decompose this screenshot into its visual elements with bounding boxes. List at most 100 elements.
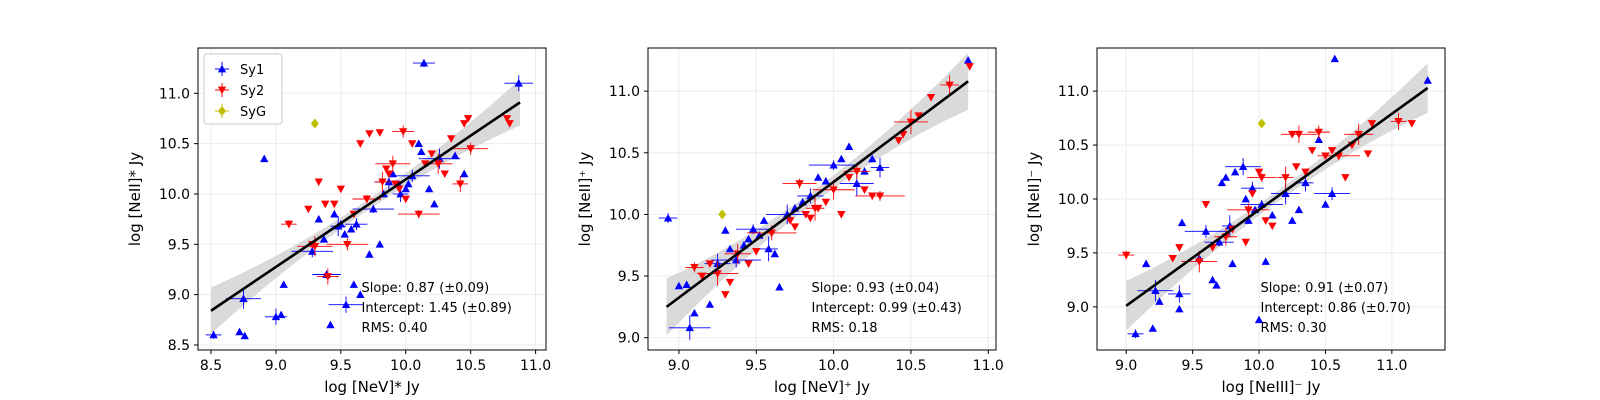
data-point xyxy=(965,63,974,71)
data-point xyxy=(408,140,417,148)
data-point xyxy=(821,198,831,207)
data-point xyxy=(388,160,397,168)
data-point xyxy=(1261,217,1270,225)
data-point xyxy=(1148,324,1157,332)
data-point xyxy=(844,142,854,150)
data-point xyxy=(427,150,436,158)
data-point xyxy=(326,320,335,329)
data-point xyxy=(260,154,269,163)
data-point xyxy=(945,81,954,90)
data-point xyxy=(725,278,735,287)
data-point xyxy=(1175,304,1184,313)
data-point xyxy=(414,210,423,219)
data-point xyxy=(502,115,512,123)
data-point xyxy=(1288,216,1297,224)
data-point xyxy=(1241,194,1250,203)
data-point xyxy=(1122,251,1131,260)
data-point xyxy=(852,179,861,187)
data-point xyxy=(1321,200,1330,208)
x-tick-label: 10.0 xyxy=(818,358,849,374)
x-tick-label: 11.0 xyxy=(1376,358,1407,374)
data-point xyxy=(1407,120,1416,128)
data-point xyxy=(1294,130,1304,139)
data-point xyxy=(837,211,846,219)
legend: Sy1 Sy2 SyG xyxy=(203,53,283,125)
data-point xyxy=(514,79,523,87)
data-point xyxy=(1294,205,1304,214)
data-point xyxy=(1314,128,1324,137)
data-point xyxy=(1248,184,1257,192)
stat-annotation: RMS: 0.18 xyxy=(812,321,878,336)
data-point xyxy=(1177,218,1187,227)
x-tick-label: 10.5 xyxy=(1310,358,1341,374)
data-point xyxy=(284,220,294,229)
data-point xyxy=(1257,174,1266,182)
axes-frame xyxy=(197,47,547,351)
legend-marker xyxy=(217,86,227,95)
x-tick-label: 10.5 xyxy=(455,358,486,374)
data-point xyxy=(314,214,323,223)
data-point xyxy=(1327,189,1337,197)
data-point xyxy=(674,281,684,290)
x-tick-label: 11.0 xyxy=(520,358,551,374)
data-point xyxy=(391,180,400,189)
x-axis-label: log [NeV]⁺ Jy xyxy=(774,378,870,396)
x-tick-label: 9.5 xyxy=(1182,358,1204,374)
data-point xyxy=(775,282,784,291)
data-point xyxy=(395,185,404,194)
data-point xyxy=(456,180,465,189)
data-point xyxy=(1367,120,1377,128)
x-tick-label: 9.0 xyxy=(265,358,287,374)
data-point xyxy=(718,209,727,220)
data-point xyxy=(279,280,288,288)
data-point xyxy=(770,249,780,258)
data-point xyxy=(1423,76,1432,84)
y-tick-label: 11.0 xyxy=(609,84,640,100)
data-point xyxy=(1208,275,1217,284)
data-point xyxy=(682,280,691,289)
data-point xyxy=(860,186,869,194)
fit-line xyxy=(1125,86,1429,307)
data-point xyxy=(1175,289,1184,298)
data-point xyxy=(868,154,877,163)
panel-3: 9.0 9.5 10.0 10.5 11.0 9.0 9.5 10.0 10.5 11.0 log … xyxy=(1025,47,1446,396)
data-point xyxy=(209,330,218,339)
data-point xyxy=(690,264,699,272)
x-tick-label: 9.5 xyxy=(745,358,767,374)
x-tick-label: 10.0 xyxy=(1243,358,1274,374)
data-point xyxy=(1281,174,1290,182)
y-axis-label: log [NeII]* Jy xyxy=(126,152,144,246)
data-point xyxy=(435,154,444,163)
data-point xyxy=(1131,329,1140,338)
data-point xyxy=(1228,259,1237,268)
data-point xyxy=(375,240,384,248)
data-point xyxy=(396,189,405,198)
data-point xyxy=(705,260,715,268)
data-point xyxy=(310,118,319,129)
data-point xyxy=(356,290,365,298)
data-point xyxy=(926,93,936,102)
data-point xyxy=(434,160,443,168)
data-point xyxy=(369,204,378,213)
stat-annotation: RMS: 0.40 xyxy=(362,321,428,336)
fit-line xyxy=(210,101,521,312)
x-axis-label: log [NeV]* Jy xyxy=(324,378,420,396)
data-point xyxy=(341,300,351,309)
x-tick-label: 9.0 xyxy=(1115,358,1137,374)
data-point xyxy=(1307,147,1317,155)
data-point xyxy=(310,242,320,251)
data-point xyxy=(330,200,339,209)
data-point xyxy=(382,165,391,173)
data-point xyxy=(806,214,815,223)
y-tick-label: 8.5 xyxy=(168,338,190,354)
data-point xyxy=(314,178,323,187)
data-point xyxy=(663,213,673,222)
stat-annotation: Slope: 0.93 (±0.04) xyxy=(812,281,940,296)
stat-annotation: Intercept: 1.45 (±0.89) xyxy=(362,301,512,316)
data-point xyxy=(1261,257,1270,265)
legend-label: Sy2 xyxy=(240,84,264,99)
x-tick-label: 10.5 xyxy=(895,358,926,374)
axes-frame xyxy=(647,47,997,351)
data-point xyxy=(459,169,469,178)
